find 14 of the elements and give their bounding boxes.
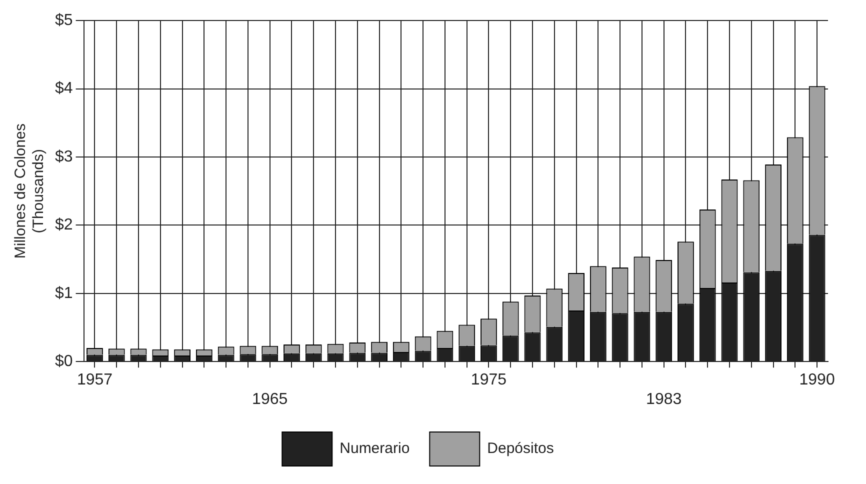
x-tick-label: 1957: [76, 372, 113, 389]
x-tick-label: 1990: [799, 372, 835, 389]
x-tick-label: 1965: [252, 390, 288, 408]
y-tick-label: $0: [55, 353, 73, 370]
y-tick-label: $4: [55, 80, 73, 98]
legend-label: Numerario: [340, 440, 410, 458]
x-tick-label: 1983: [646, 390, 682, 408]
y-tick-label: $3: [55, 148, 73, 166]
y-tick-label: $5: [55, 12, 73, 30]
y-tick-label: $1: [55, 284, 73, 302]
legend-label: Depósitos: [487, 440, 554, 458]
y-axis-title: Millones de Colones (Thousands): [12, 124, 48, 259]
x-tick-label: 1975: [470, 372, 507, 389]
y-tick-label: $2: [55, 216, 73, 234]
